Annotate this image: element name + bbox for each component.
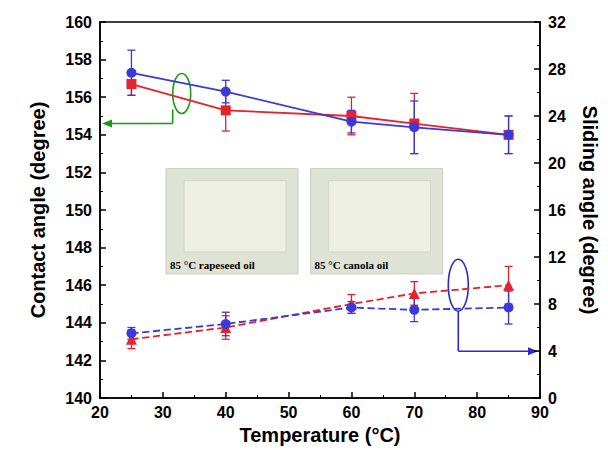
svg-text:70: 70 xyxy=(405,404,423,421)
svg-text:140: 140 xyxy=(65,390,92,407)
svg-text:156: 156 xyxy=(65,89,92,106)
svg-text:154: 154 xyxy=(65,126,92,143)
svg-text:80: 80 xyxy=(468,404,486,421)
svg-text:20: 20 xyxy=(548,155,566,172)
svg-text:Contact angle (degree): Contact angle (degree) xyxy=(27,102,49,319)
svg-text:158: 158 xyxy=(65,51,92,68)
svg-text:85 °C rapeseed oil: 85 °C rapeseed oil xyxy=(170,259,255,271)
svg-text:150: 150 xyxy=(65,202,92,219)
svg-text:148: 148 xyxy=(65,239,92,256)
svg-text:Sliding angle (degree): Sliding angle (degree) xyxy=(579,106,601,315)
svg-text:24: 24 xyxy=(548,108,566,125)
svg-text:90: 90 xyxy=(531,404,549,421)
svg-text:32: 32 xyxy=(548,14,566,31)
svg-text:60: 60 xyxy=(343,404,361,421)
svg-text:16: 16 xyxy=(548,202,566,219)
svg-text:142: 142 xyxy=(65,352,92,369)
svg-text:20: 20 xyxy=(91,404,109,421)
svg-text:0: 0 xyxy=(548,390,557,407)
svg-text:85 °C canola oil: 85 °C canola oil xyxy=(315,259,389,271)
svg-text:50: 50 xyxy=(280,404,298,421)
svg-text:4: 4 xyxy=(548,343,557,360)
svg-text:144: 144 xyxy=(65,314,92,331)
svg-text:28: 28 xyxy=(548,61,566,78)
svg-text:152: 152 xyxy=(65,164,92,181)
svg-text:160: 160 xyxy=(65,14,92,31)
svg-text:30: 30 xyxy=(154,404,172,421)
svg-text:146: 146 xyxy=(65,277,92,294)
svg-text:40: 40 xyxy=(217,404,235,421)
svg-text:12: 12 xyxy=(548,249,566,266)
svg-text:8: 8 xyxy=(548,296,557,313)
svg-text:Temperature (°C): Temperature (°C) xyxy=(240,424,401,446)
